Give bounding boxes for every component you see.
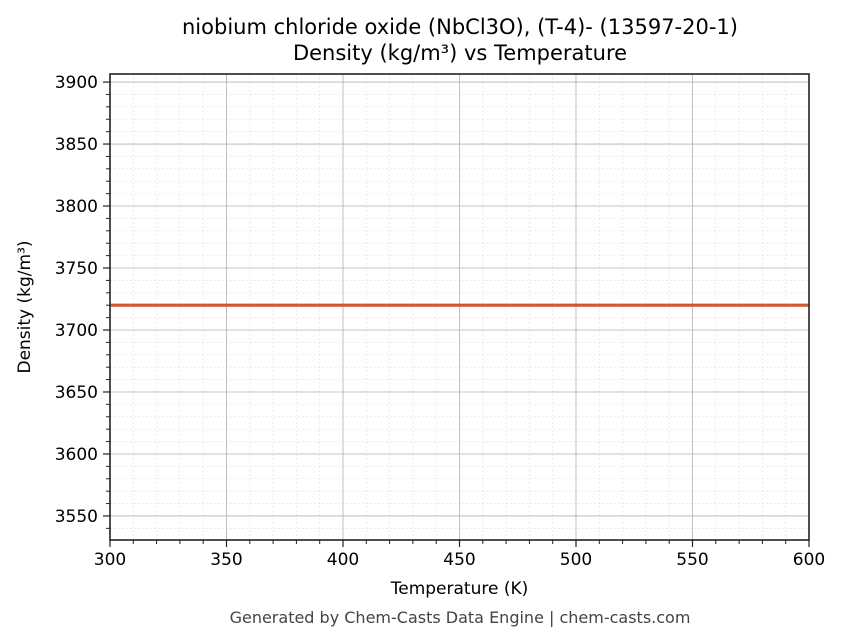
x-axis-label: Temperature (K) — [390, 579, 529, 599]
y-tick-label: 3850 — [55, 135, 98, 155]
y-tick-label: 3750 — [55, 259, 98, 279]
footer-credit: Generated by Chem-Casts Data Engine | ch… — [229, 608, 691, 627]
y-tick-label: 3600 — [55, 445, 98, 465]
major-grid — [109, 74, 810, 540]
y-tick-label: 3900 — [55, 73, 98, 93]
x-tick-label: 300 — [94, 550, 126, 570]
y-tick-label: 3550 — [55, 507, 98, 527]
x-tick-label: 350 — [210, 550, 242, 570]
chart-subtitle: Density (kg/m³) vs Temperature — [292, 41, 628, 65]
chart-title: niobium chloride oxide (NbCl3O), (T-4)- … — [182, 15, 738, 39]
y-tick-label: 3700 — [55, 321, 98, 341]
x-tick-label: 600 — [793, 550, 825, 570]
y-axis-label: Density (kg/m³) — [15, 240, 35, 373]
y-tick-label: 3650 — [55, 383, 98, 403]
axis-ticks — [103, 81, 810, 547]
tick-labels: 300 350 400 450 500 550 600 3550 3600 3650 3700 375… — [55, 73, 825, 570]
x-tick-label: 400 — [327, 550, 359, 570]
x-tick-label: 550 — [676, 550, 708, 570]
x-tick-label: 500 — [560, 550, 592, 570]
x-tick-label: 450 — [443, 550, 475, 570]
y-tick-label: 3800 — [55, 197, 98, 217]
